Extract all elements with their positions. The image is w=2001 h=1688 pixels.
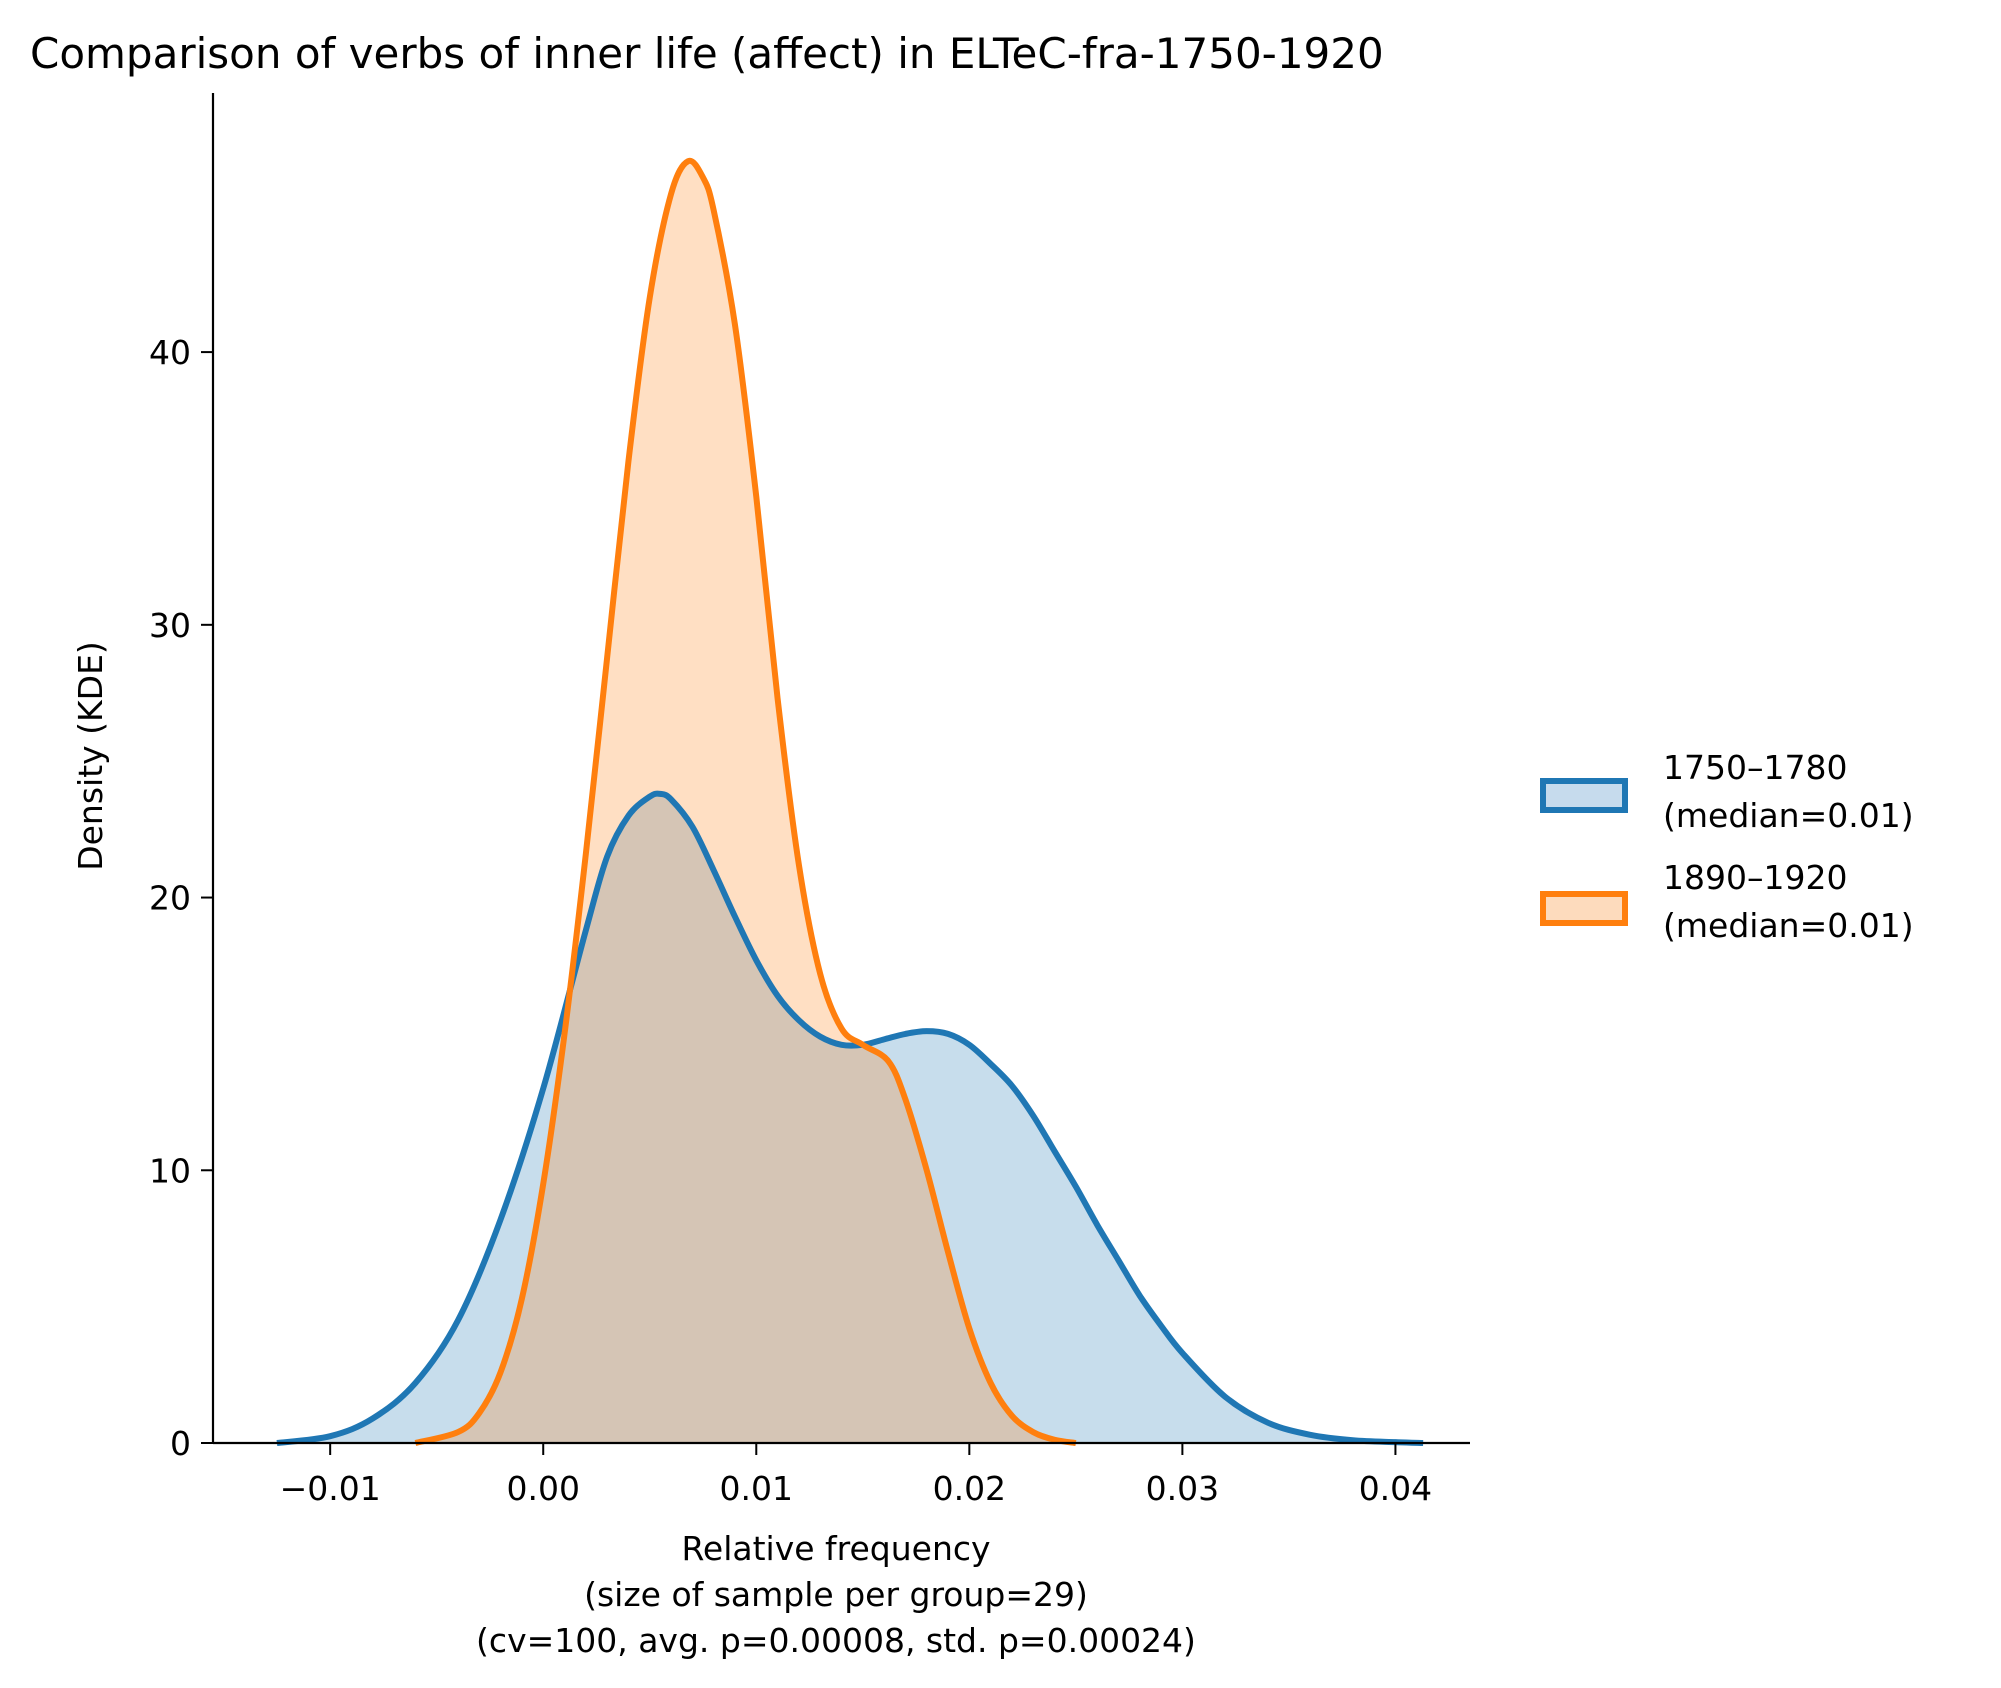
y-tick-label-1: 10 [149, 1151, 191, 1190]
legend-swatch-1 [1540, 891, 1628, 926]
legend-label-1-line-1: 1890–1920 [1663, 858, 1847, 897]
y-tick-label-3: 30 [149, 606, 191, 645]
x-axis-label-line-3: (cv=100, avg. p=0.00008, std. p=0.00024) [476, 1621, 1196, 1660]
y-tick-label-4: 40 [149, 333, 191, 372]
x-tick-label-1: 0.00 [506, 1469, 579, 1508]
x-tick-label-5: 0.04 [1359, 1469, 1432, 1508]
x-tick-label-0: −0.01 [280, 1469, 381, 1508]
legend-item-0: 1750–1780 (median=0.01) [1540, 748, 1914, 835]
legend-label-0-line-1: 1750–1780 [1663, 748, 1847, 787]
plot-area [276, 157, 1424, 1446]
series-area-0 [276, 793, 1424, 1443]
legend: 1750–1780 (median=0.01) 1890–1920 (media… [1540, 748, 1914, 945]
x-tick-label-4: 0.03 [1146, 1469, 1219, 1508]
legend-label-0-line-2: (median=0.01) [1663, 796, 1914, 835]
legend-label-1-line-2: (median=0.01) [1663, 906, 1914, 945]
y-tick-label-2: 20 [149, 879, 191, 918]
y-axis-label: Density (KDE) [71, 641, 110, 871]
y-tick-label-0: 0 [170, 1424, 191, 1463]
x-tick-label-2: 0.01 [720, 1469, 793, 1508]
x-ticks: −0.01 0.00 0.01 0.02 0.03 0.04 [280, 1443, 1432, 1508]
x-axis-label-line-2: (size of sample per group=29) [584, 1575, 1088, 1614]
legend-swatch-0 [1540, 778, 1628, 813]
series-line-1 [414, 157, 1077, 1446]
series-lines [276, 157, 1424, 1446]
x-axis-label-line-1: Relative frequency [681, 1529, 990, 1568]
legend-item-1: 1890–1920 (median=0.01) [1540, 858, 1914, 945]
series-line-0 [276, 790, 1424, 1446]
y-ticks: 0 10 20 30 40 [149, 333, 213, 1463]
x-axis-label: Relative frequency (size of sample per g… [476, 1529, 1196, 1660]
chart-title: Comparison of verbs of inner life (affec… [30, 29, 1384, 78]
series-fills [276, 160, 1424, 1444]
x-tick-label-3: 0.02 [933, 1469, 1006, 1508]
axes: −0.01 0.00 0.01 0.02 0.03 0.04 0 10 20 30 40 [149, 93, 1470, 1508]
